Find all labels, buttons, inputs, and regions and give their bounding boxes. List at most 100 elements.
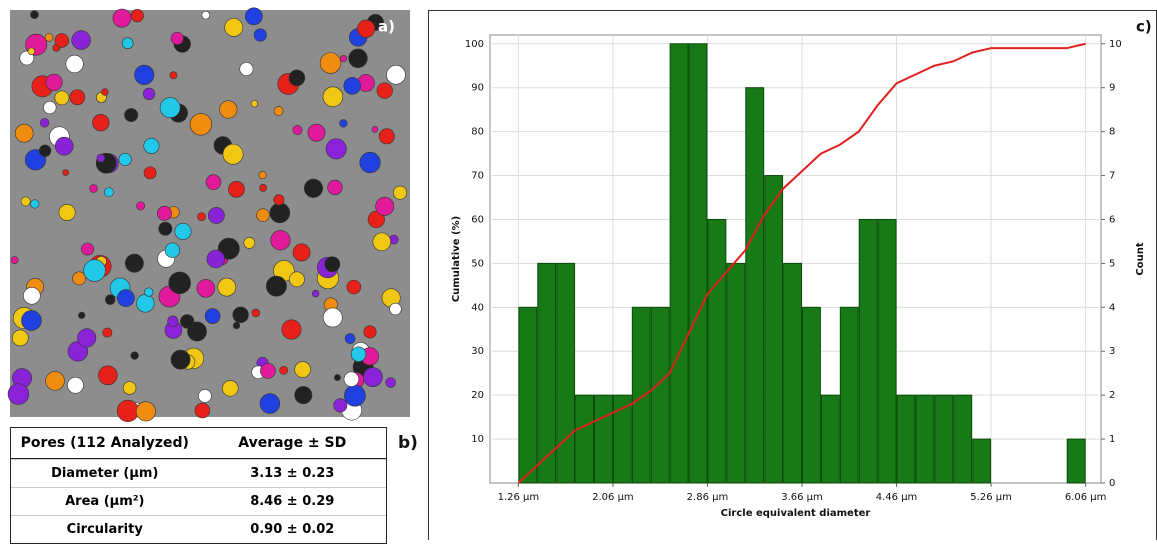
pores [7,7,408,422]
y2-tick-label: 3 [1109,346,1115,357]
bar [518,306,538,484]
y2-tick-label: 7 [1109,171,1115,182]
pore [78,311,86,319]
pore [38,144,52,157]
bar [707,218,727,484]
bar [726,262,746,484]
pore [243,237,256,249]
pore [89,184,98,193]
pore [103,187,114,198]
pore [104,294,116,305]
y2-tick-label: 8 [1109,127,1115,138]
pore [136,201,146,211]
pore [251,308,260,318]
pore [307,123,326,142]
pore [265,275,287,297]
bar [934,394,954,484]
pore [23,287,41,305]
bar [594,394,613,484]
pore [270,230,291,251]
pore [385,377,396,388]
bar [688,43,708,484]
y-tick-label: 20 [471,390,484,401]
pore [27,47,36,56]
pore [386,65,406,85]
pore [334,374,341,382]
bar [556,262,576,484]
pore [259,184,267,192]
pore [339,119,348,128]
pore [389,302,402,316]
pore [206,249,225,269]
pore [196,279,216,298]
y-tick-label: 50 [471,258,484,269]
pore [143,166,157,180]
pore [322,86,344,107]
x-tick-label: 2.86 µm [687,492,729,503]
pore [39,118,50,128]
table: Pores (112 Analyzed) Average ± SD Diamete… [10,427,387,544]
pore [30,199,40,209]
y2-tick-label: 0 [1109,478,1115,489]
cell: Area (µm²) [65,494,145,509]
pore [69,89,86,106]
bar [631,306,651,484]
pore [164,242,181,258]
pore [250,100,259,108]
pore [14,123,34,143]
pore [121,37,134,50]
pore [259,393,281,414]
bar [783,262,802,484]
y-tick-label: 100 [465,39,484,50]
pore [43,100,57,115]
pore [371,126,379,133]
pore [44,33,54,42]
pore [269,202,291,224]
pore [122,381,137,395]
x-tick-label: 2.06 µm [592,492,634,503]
y-tick-label: 80 [471,127,484,138]
pore [117,289,135,307]
pore [340,55,348,63]
pore [124,253,144,273]
pore [11,329,29,347]
pore [65,54,84,74]
pore [135,401,156,422]
pore [81,242,94,256]
pore [357,19,376,38]
pore [232,321,241,330]
pore [325,138,347,160]
bar [953,394,973,484]
pore [256,208,270,222]
pore [194,402,211,419]
pore [124,108,139,123]
pore [54,33,70,48]
pore [98,365,118,386]
pore [134,64,155,85]
table-row: Area (µm²) 8.46 ± 0.29 [11,487,386,515]
pore [77,328,97,348]
pore [167,315,179,327]
pore [96,153,106,163]
pore [344,384,366,407]
pore [83,259,106,282]
panel-label: b) [398,433,418,453]
y-tick-label: 40 [471,302,484,313]
bar [802,306,821,484]
panel-label: a) [378,18,395,36]
pore [189,113,213,136]
bar [820,394,840,484]
pore [292,243,311,262]
pore [118,152,132,166]
y-tick-label: 70 [471,171,484,182]
y-tick-label: 30 [471,346,484,357]
pore [294,361,311,378]
pore [204,308,221,324]
cell: Diameter (µm) [51,466,159,481]
pore [143,137,160,154]
y2-tick-label: 2 [1109,390,1115,401]
cumulative-line [517,42,1086,484]
pore [253,28,267,42]
pore [343,371,360,387]
